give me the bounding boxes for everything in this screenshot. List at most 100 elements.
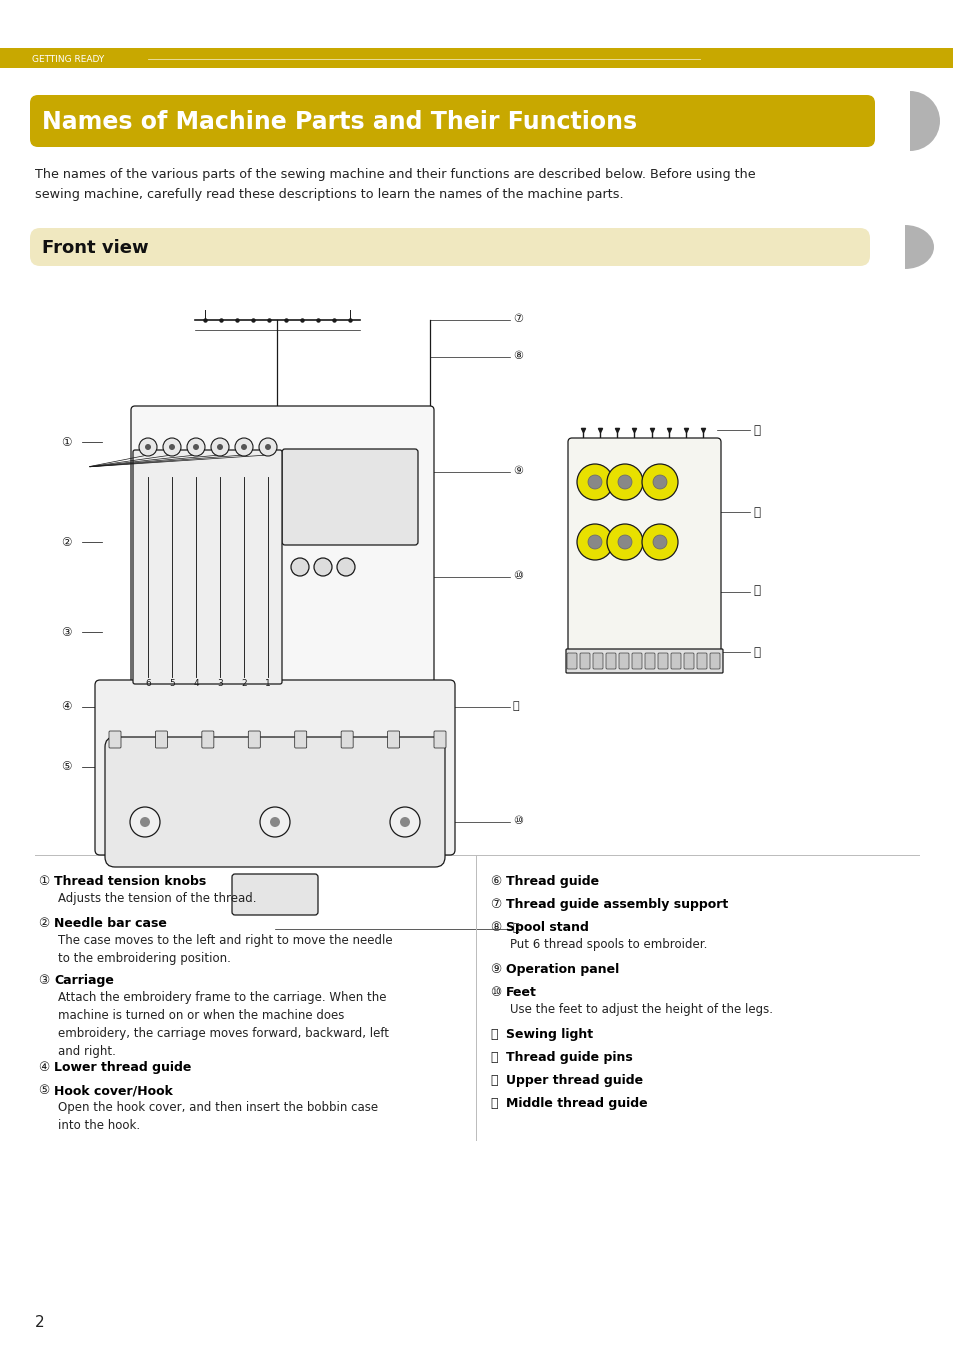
Text: ⑫: ⑫ xyxy=(490,1051,497,1064)
FancyBboxPatch shape xyxy=(631,652,641,669)
Circle shape xyxy=(390,807,419,837)
FancyBboxPatch shape xyxy=(341,731,353,748)
Text: Needle bar case: Needle bar case xyxy=(54,917,167,930)
FancyBboxPatch shape xyxy=(30,228,869,266)
Text: Sewing light: Sewing light xyxy=(505,1029,593,1041)
Circle shape xyxy=(641,464,678,500)
Bar xyxy=(874,92,909,151)
FancyBboxPatch shape xyxy=(387,731,399,748)
Text: ⑤: ⑤ xyxy=(38,1084,50,1097)
FancyBboxPatch shape xyxy=(109,731,121,748)
Circle shape xyxy=(606,464,642,500)
Text: ⑩: ⑩ xyxy=(513,572,522,581)
FancyBboxPatch shape xyxy=(697,652,706,669)
FancyBboxPatch shape xyxy=(579,652,589,669)
Text: Names of Machine Parts and Their Functions: Names of Machine Parts and Their Functio… xyxy=(42,111,637,133)
Circle shape xyxy=(652,474,666,489)
Text: 1: 1 xyxy=(265,679,271,689)
FancyBboxPatch shape xyxy=(155,731,168,748)
Circle shape xyxy=(587,474,601,489)
Circle shape xyxy=(399,817,410,828)
Text: Thread tension knobs: Thread tension knobs xyxy=(54,875,206,888)
Circle shape xyxy=(145,443,151,450)
Text: 6: 6 xyxy=(145,679,151,689)
Text: ④: ④ xyxy=(38,1061,50,1074)
Circle shape xyxy=(211,438,229,456)
FancyBboxPatch shape xyxy=(105,737,444,867)
Text: ⑩: ⑩ xyxy=(490,985,500,999)
Text: ②: ② xyxy=(38,917,50,930)
Text: ⑪: ⑪ xyxy=(513,701,519,710)
FancyBboxPatch shape xyxy=(30,94,874,147)
Text: ⑦: ⑦ xyxy=(490,898,500,911)
Text: Thread guide: Thread guide xyxy=(505,875,598,888)
Text: Use the feet to adjust the height of the legs.: Use the feet to adjust the height of the… xyxy=(510,1003,772,1016)
FancyBboxPatch shape xyxy=(232,874,317,915)
Text: ②: ② xyxy=(61,535,71,549)
Circle shape xyxy=(260,807,290,837)
Text: ③: ③ xyxy=(38,975,50,987)
Bar xyxy=(874,225,904,270)
Circle shape xyxy=(130,807,160,837)
Circle shape xyxy=(577,524,613,559)
Text: 3: 3 xyxy=(217,679,223,689)
Bar xyxy=(0,49,953,67)
Text: Front view: Front view xyxy=(42,239,149,257)
Text: ⑥: ⑥ xyxy=(490,875,500,888)
Circle shape xyxy=(618,474,631,489)
Text: ①: ① xyxy=(38,875,50,888)
Text: Open the hook cover, and then insert the bobbin case
into the hook.: Open the hook cover, and then insert the… xyxy=(58,1101,377,1132)
FancyBboxPatch shape xyxy=(658,652,667,669)
Text: Hook cover/Hook: Hook cover/Hook xyxy=(54,1084,172,1097)
Text: ⑬: ⑬ xyxy=(490,1074,497,1086)
Text: Operation panel: Operation panel xyxy=(505,962,618,976)
Text: 5: 5 xyxy=(169,679,174,689)
Ellipse shape xyxy=(875,225,933,270)
Text: ④: ④ xyxy=(61,701,71,713)
Text: ⑭: ⑭ xyxy=(752,646,760,659)
FancyBboxPatch shape xyxy=(202,731,213,748)
Circle shape xyxy=(618,535,631,549)
Text: ⑬: ⑬ xyxy=(752,423,760,437)
Text: Feet: Feet xyxy=(505,985,537,999)
FancyBboxPatch shape xyxy=(593,652,602,669)
Text: GETTING READY: GETTING READY xyxy=(32,54,104,63)
Circle shape xyxy=(169,443,174,450)
Text: Attach the embroidery frame to the carriage. When the
machine is turned on or wh: Attach the embroidery frame to the carri… xyxy=(58,991,389,1058)
Circle shape xyxy=(193,443,199,450)
Text: The names of the various parts of the sewing machine and their functions are des: The names of the various parts of the se… xyxy=(35,168,755,201)
Text: 2: 2 xyxy=(241,679,247,689)
Circle shape xyxy=(291,558,309,576)
Text: ⑪: ⑪ xyxy=(490,1029,497,1041)
FancyBboxPatch shape xyxy=(644,652,655,669)
Text: The case moves to the left and right to move the needle
to the embroidering posi: The case moves to the left and right to … xyxy=(58,934,393,965)
Text: Upper thread guide: Upper thread guide xyxy=(505,1074,642,1086)
Text: Spool stand: Spool stand xyxy=(505,921,588,934)
FancyBboxPatch shape xyxy=(294,731,307,748)
Text: ①: ① xyxy=(61,435,71,449)
Text: ⑤: ⑤ xyxy=(61,760,71,774)
Circle shape xyxy=(140,817,150,828)
Text: ⑩: ⑩ xyxy=(513,816,522,826)
Circle shape xyxy=(641,524,678,559)
Text: Carriage: Carriage xyxy=(54,975,113,987)
Text: ⑨: ⑨ xyxy=(490,962,500,976)
Text: Adjusts the tension of the thread.: Adjusts the tension of the thread. xyxy=(58,892,256,905)
FancyBboxPatch shape xyxy=(131,406,434,689)
FancyBboxPatch shape xyxy=(95,679,455,855)
FancyBboxPatch shape xyxy=(565,648,722,673)
Circle shape xyxy=(187,438,205,456)
Text: 2: 2 xyxy=(35,1316,45,1330)
Circle shape xyxy=(336,558,355,576)
Text: Thread guide assembly support: Thread guide assembly support xyxy=(505,898,727,911)
Text: ⑧: ⑧ xyxy=(513,350,522,361)
FancyBboxPatch shape xyxy=(434,731,446,748)
Text: ⑨: ⑨ xyxy=(513,466,522,476)
FancyBboxPatch shape xyxy=(567,438,720,666)
Text: ⑪: ⑪ xyxy=(513,923,519,933)
Circle shape xyxy=(606,524,642,559)
Circle shape xyxy=(270,817,280,828)
FancyBboxPatch shape xyxy=(683,652,693,669)
FancyBboxPatch shape xyxy=(282,449,417,545)
FancyBboxPatch shape xyxy=(132,450,282,683)
